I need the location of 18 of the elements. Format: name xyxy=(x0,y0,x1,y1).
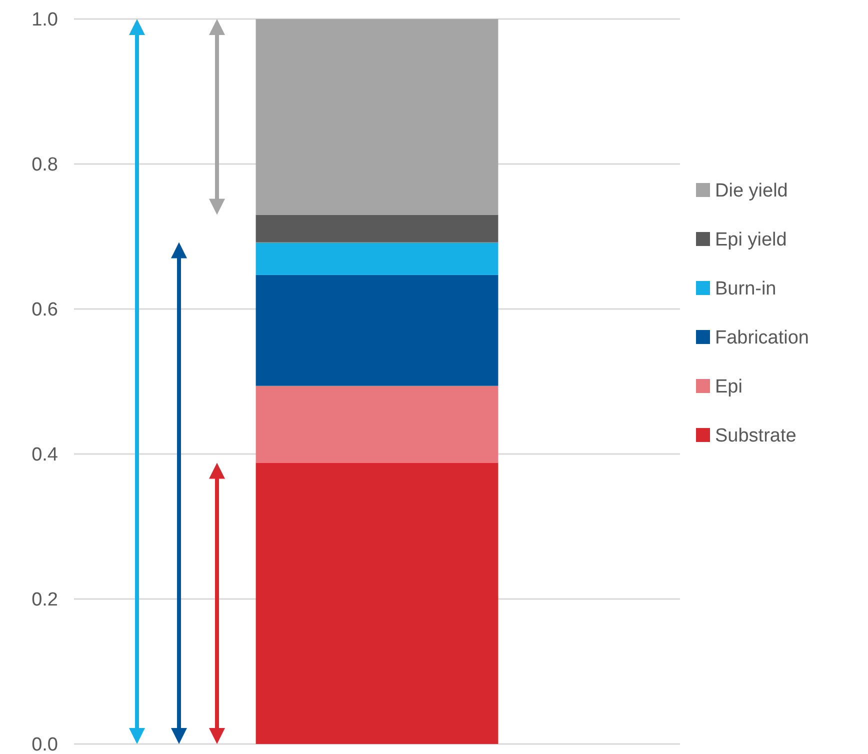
legend-label: Epi xyxy=(715,376,742,398)
bar xyxy=(256,214,498,242)
bar xyxy=(256,462,498,744)
bar xyxy=(256,242,498,275)
y-tick-label: 0.8 xyxy=(32,154,58,176)
bar xyxy=(256,386,498,463)
y-tick-label: 0.2 xyxy=(32,590,58,611)
legend-label: Burn-in xyxy=(715,278,776,300)
legend-label: Fabrication xyxy=(715,328,809,349)
legend-label: Die yield xyxy=(715,180,788,202)
bar xyxy=(256,274,498,386)
y-tick-label: 0.6 xyxy=(32,300,58,321)
legend-label: Substrate xyxy=(715,426,796,447)
bar xyxy=(256,19,498,215)
y-tick-label: 0.0 xyxy=(32,734,58,754)
y-tick-label: 1.0 xyxy=(32,10,58,31)
y-tick-label: 0.4 xyxy=(32,444,58,466)
legend-label: Epi yield xyxy=(715,230,787,251)
